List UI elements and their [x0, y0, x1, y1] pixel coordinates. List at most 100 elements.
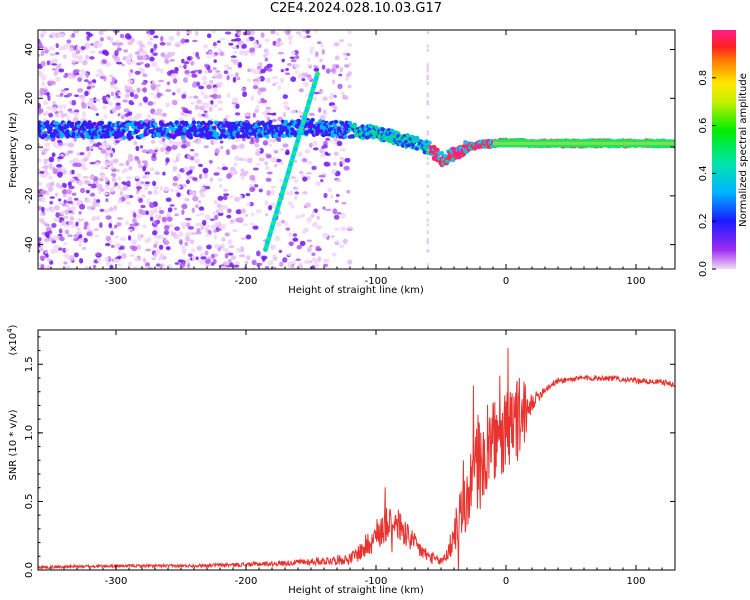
- spectrogram-noise-speckle: [127, 235, 132, 241]
- spectrogram-noise-speckle: [237, 250, 242, 253]
- spectrogram-noise-speckle: [90, 206, 96, 211]
- spectrogram-noise-speckle: [46, 266, 52, 269]
- spectrogram-noise-speckle: [71, 169, 75, 175]
- spectrogram-noise-speckle: [217, 195, 224, 201]
- spectrogram-noise-speckle: [275, 42, 281, 48]
- spectrogram-noise-speckle: [131, 240, 137, 245]
- spectrogram-noise-speckle: [78, 241, 83, 248]
- spectrogram-noise-speckle: [159, 68, 164, 74]
- spectrogram-noise-speckle: [188, 165, 196, 171]
- spectrogram-noise-speckle: [104, 166, 109, 170]
- spectrogram-noise-speckle: [94, 98, 101, 102]
- spectrogram-noise-speckle: [88, 101, 94, 107]
- spectrogram-noise-speckle: [142, 165, 147, 172]
- spectrogram-noise-speckle: [175, 189, 180, 193]
- spectrogram-noise-speckle: [149, 201, 154, 208]
- spectrogram-noise-speckle: [190, 101, 195, 105]
- spectrogram-noise-speckle: [61, 203, 67, 207]
- spectrogram-noise-speckle: [222, 163, 226, 167]
- spectrogram-noise-speckle: [277, 85, 282, 90]
- spectrogram-noise-speckle: [305, 30, 311, 35]
- spectrogram-noise-speckle: [151, 61, 158, 68]
- spectrogram-noise-speckle: [156, 92, 162, 98]
- spectrogram-noise-speckle: [229, 166, 236, 172]
- spectrogram-noise-speckle: [228, 195, 235, 199]
- spectrogram-noise-speckle: [257, 89, 262, 96]
- spectrogram-noise-speckle: [51, 207, 55, 212]
- spectrogram-noise-speckle: [285, 30, 291, 36]
- spectrogram-noise-speckle: [279, 147, 285, 152]
- spectrogram-noise-speckle: [202, 219, 207, 226]
- spectrogram-noise-speckle: [183, 166, 189, 173]
- spectrogram-noise-speckle: [75, 221, 79, 227]
- spectrogram-noise-speckle: [147, 149, 154, 154]
- spectrogram-noise-speckle: [150, 48, 154, 54]
- spectrogram-noise-speckle: [54, 192, 59, 197]
- spectrogram-noise-speckle: [96, 183, 103, 190]
- spectrogram-noise-speckle: [61, 166, 66, 172]
- spectrogram-x-tick-label: 0: [503, 276, 509, 287]
- spectrogram-noise-speckle: [111, 42, 118, 46]
- spectrogram-noise-speckle: [337, 83, 343, 90]
- spectrogram-noise-speckle: [284, 151, 290, 155]
- spectrogram-noise-speckle: [290, 58, 297, 63]
- spectrogram-noise-speckle: [159, 263, 163, 269]
- spectrogram-noise-speckle: [311, 252, 316, 257]
- spectrogram-ridge-point: [291, 129, 296, 134]
- spectrogram-noise-speckle: [103, 208, 110, 214]
- spectrogram-noise-speckle: [318, 174, 325, 178]
- spectrogram-noise-speckle: [252, 225, 259, 230]
- spectrogram-noise-speckle: [195, 214, 201, 217]
- spectrogram-noise-speckle: [100, 166, 106, 170]
- spectrogram-noise-speckle: [47, 230, 53, 235]
- spectrogram-noise-speckle: [73, 197, 79, 201]
- spectrogram-noise-speckle: [426, 174, 429, 178]
- spectrogram-noise-speckle: [245, 192, 251, 197]
- spectrogram-noise-speckle: [247, 78, 251, 83]
- spectrogram-noise-speckle: [41, 196, 46, 203]
- spectrogram-noise-speckle: [90, 43, 95, 46]
- spectrogram-noise-speckle: [62, 194, 68, 198]
- spectrogram-noise-speckle: [152, 180, 157, 187]
- spectrogram-noise-speckle: [67, 234, 73, 238]
- spectrogram-noise-speckle: [256, 250, 261, 257]
- spectrogram-noise-speckle: [333, 240, 341, 246]
- spectrogram-noise-speckle: [294, 55, 300, 60]
- spectrogram-noise-speckle: [426, 63, 429, 67]
- spectrogram-noise-speckle: [325, 137, 330, 141]
- spectrogram-noise-speckle: [183, 64, 187, 70]
- spectrogram-noise-speckle: [138, 102, 143, 107]
- spectrogram-noise-speckle: [67, 196, 73, 202]
- spectrogram-noise-speckle: [195, 222, 202, 227]
- spectrogram-noise-speckle: [227, 208, 232, 214]
- spectrogram-noise-speckle: [202, 167, 209, 174]
- spectrogram-noise-speckle: [98, 30, 104, 36]
- spectrogram-noise-speckle: [46, 60, 51, 66]
- spectrogram-noise-speckle: [339, 148, 347, 152]
- spectrogram-noise-speckle: [48, 175, 53, 180]
- spectrogram-noise-speckle: [213, 87, 218, 93]
- spectrogram-noise-speckle: [426, 48, 429, 52]
- spectrogram-ridge-point: [201, 120, 206, 125]
- spectrogram-noise-speckle: [164, 162, 169, 166]
- spectrogram-noise-speckle: [41, 30, 47, 35]
- spectrogram-noise-speckle: [227, 239, 233, 245]
- spectrogram-noise-speckle: [231, 102, 238, 105]
- spectrogram-noise-speckle: [155, 219, 161, 225]
- spectrogram-noise-speckle: [331, 79, 336, 85]
- spectrogram-noise-speckle: [279, 77, 285, 84]
- spectrogram-noise-speckle: [320, 153, 326, 158]
- spectrogram-noise-speckle: [53, 249, 59, 254]
- spectrogram-ridge-point: [45, 120, 50, 125]
- spectrogram-noise-speckle: [192, 81, 197, 87]
- spectrogram-noise-speckle: [98, 50, 102, 54]
- snr-x-axis: -300 -200 -100 0 100: [50, 330, 676, 587]
- spectrogram-noise-speckle: [133, 93, 139, 99]
- spectrogram-noise-speckle: [193, 152, 199, 158]
- spectrogram-noise-speckle: [261, 99, 268, 104]
- spectrogram-noise-speckle: [129, 92, 135, 98]
- spectrogram-noise-speckle: [322, 206, 326, 210]
- spectrogram-ridge-point: [333, 119, 339, 124]
- spectrogram-noise-speckle: [162, 171, 166, 176]
- spectrogram-noise-speckle: [265, 154, 272, 159]
